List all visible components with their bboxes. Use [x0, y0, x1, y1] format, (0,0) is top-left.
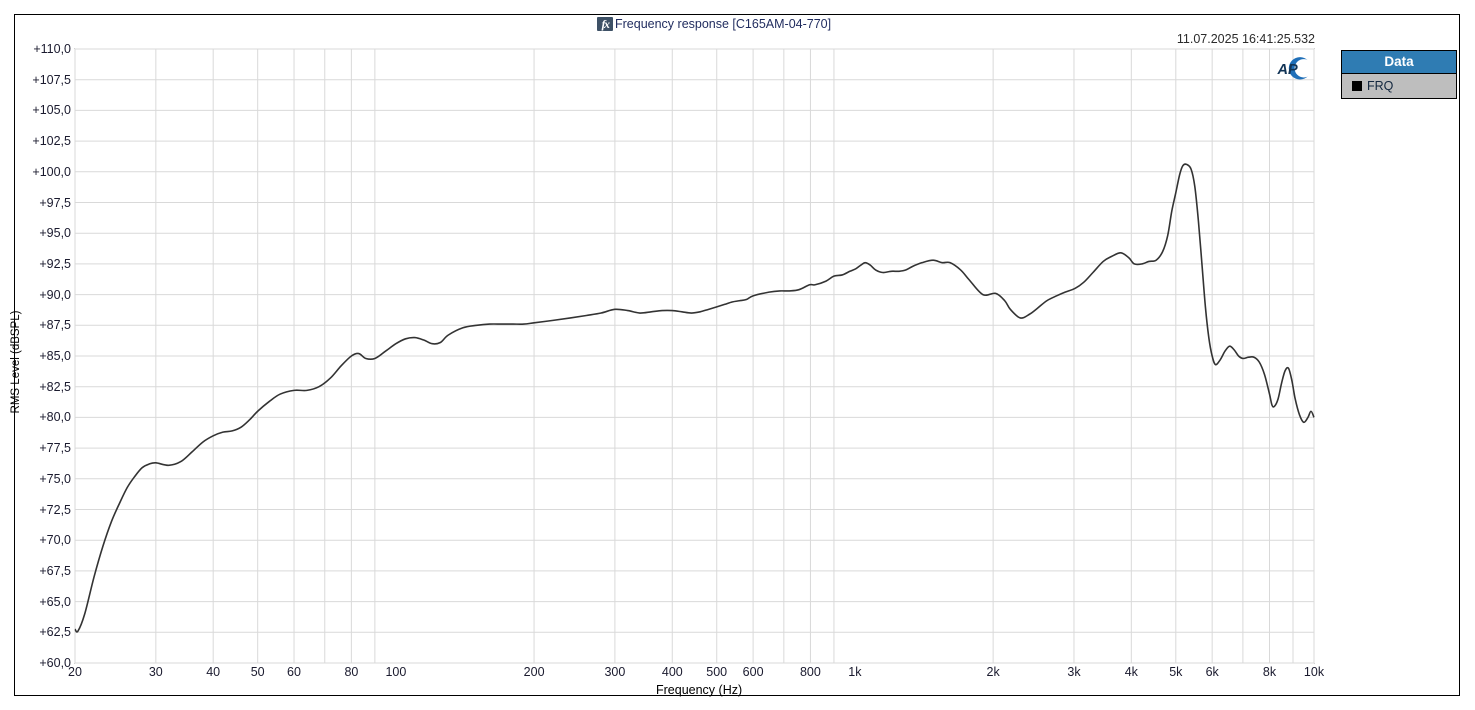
- svg-text:AP: AP: [1277, 62, 1298, 78]
